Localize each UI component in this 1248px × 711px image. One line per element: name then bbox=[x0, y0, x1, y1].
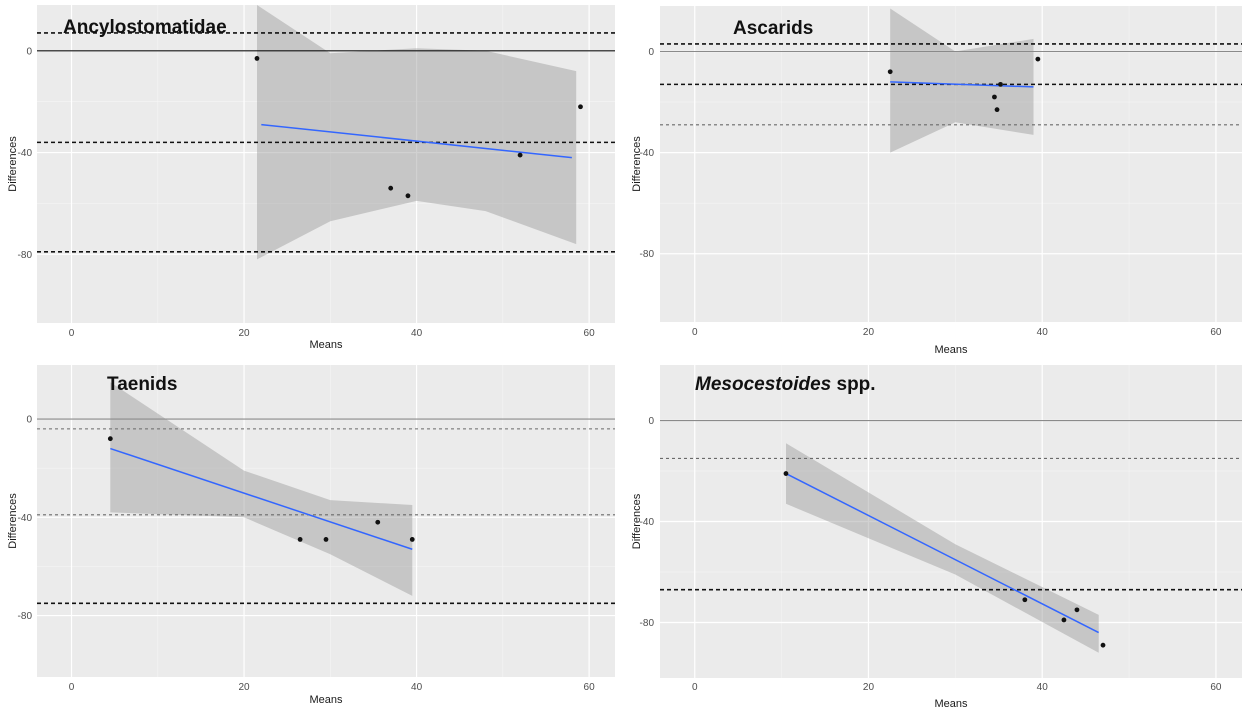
y-tick-label: -40 bbox=[18, 513, 33, 524]
data-point bbox=[388, 185, 394, 191]
fit-line bbox=[785, 472, 1100, 634]
data-point bbox=[254, 56, 260, 61]
panel-title: Ancylostomatidae bbox=[63, 17, 227, 38]
y-axis-title: Differences bbox=[631, 136, 643, 192]
y-tick-label: 0 bbox=[26, 46, 32, 57]
y-tick-label: -80 bbox=[640, 249, 655, 260]
data-point bbox=[375, 519, 381, 525]
panel-1: 0 20 40 60 0 -40 -80 Means Differences Ancylostom… bbox=[7, 5, 615, 351]
x-tick-label: 20 bbox=[863, 327, 875, 338]
data-point bbox=[1022, 597, 1028, 603]
x-tick-label: 40 bbox=[1037, 682, 1049, 693]
data-point bbox=[409, 537, 415, 542]
x-tick-label: 60 bbox=[584, 682, 596, 693]
y-tick-label: -80 bbox=[640, 618, 655, 629]
x-tick-label: 20 bbox=[238, 328, 250, 339]
x-tick-label: 40 bbox=[411, 682, 423, 693]
data-point bbox=[405, 193, 411, 199]
y-axis-title: Differences bbox=[7, 136, 19, 192]
plot-area bbox=[37, 5, 615, 323]
fit-line bbox=[261, 123, 572, 159]
plot-area bbox=[660, 365, 1242, 678]
fit-line bbox=[890, 81, 1034, 88]
panel-4: 0 20 40 60 0 -40 -80 Means Differences Mesocestoi… bbox=[631, 365, 1242, 710]
fit-line bbox=[110, 447, 413, 550]
panel-title: Ascarids bbox=[733, 18, 813, 39]
panel-title: Taenids bbox=[107, 374, 177, 395]
data-point bbox=[1035, 56, 1041, 62]
x-tick-label: 0 bbox=[69, 682, 75, 693]
plot-area bbox=[660, 6, 1242, 322]
data-point bbox=[1100, 642, 1106, 648]
data-point bbox=[323, 537, 329, 542]
x-tick-label: 0 bbox=[692, 682, 698, 693]
y-tick-label: -40 bbox=[18, 148, 33, 159]
x-axis-title: Means bbox=[309, 694, 343, 706]
x-tick-label: 40 bbox=[1037, 327, 1049, 338]
data-point bbox=[297, 537, 303, 542]
data-point bbox=[998, 81, 1003, 87]
confidence-band bbox=[110, 382, 413, 596]
y-tick-label: -80 bbox=[18, 611, 33, 622]
y-tick-label: -80 bbox=[18, 250, 33, 261]
data-point bbox=[783, 471, 789, 476]
confidence-band bbox=[257, 5, 577, 260]
x-tick-label: 60 bbox=[584, 328, 596, 339]
data-point bbox=[517, 152, 523, 158]
x-axis-title: Means bbox=[934, 344, 968, 356]
plot-area bbox=[37, 365, 615, 677]
x-axis-title: Means bbox=[934, 698, 968, 710]
x-tick-label: 20 bbox=[863, 682, 875, 693]
y-tick-label: 0 bbox=[648, 47, 654, 58]
panel-title: Mesocestoides spp. bbox=[695, 374, 876, 395]
data-point bbox=[1061, 617, 1067, 623]
data-point bbox=[887, 69, 893, 75]
data-point bbox=[1074, 607, 1080, 613]
y-tick-label: -40 bbox=[640, 148, 655, 159]
x-tick-label: 60 bbox=[1210, 682, 1222, 693]
x-tick-label: 0 bbox=[69, 328, 75, 339]
x-tick-label: 20 bbox=[238, 682, 250, 693]
x-tick-label: 60 bbox=[1210, 327, 1222, 338]
x-tick-label: 40 bbox=[411, 328, 423, 339]
data-point bbox=[994, 107, 1000, 113]
panel-2: 0 20 40 60 0 -40 -80 Means Differences Ascarids bbox=[631, 6, 1242, 356]
y-tick-label: 0 bbox=[648, 416, 654, 427]
panel-3: 0 20 40 60 0 -40 -80 Means Differences Taenids bbox=[7, 365, 615, 706]
panel-title-suffix: spp. bbox=[831, 374, 875, 395]
data-point bbox=[578, 104, 583, 110]
panel-background bbox=[660, 6, 1242, 322]
y-tick-label: 0 bbox=[26, 415, 32, 426]
y-axis-title: Differences bbox=[631, 493, 643, 549]
y-axis-title: Differences bbox=[7, 493, 19, 549]
data-point bbox=[107, 436, 113, 442]
x-tick-label: 0 bbox=[692, 327, 698, 338]
y-tick-label: -40 bbox=[640, 517, 655, 528]
x-axis-title: Means bbox=[309, 339, 343, 351]
panel-background bbox=[37, 5, 615, 323]
confidence-band bbox=[786, 443, 1099, 653]
data-point bbox=[992, 94, 997, 100]
panel-title-italic: Mesocestoides bbox=[695, 374, 831, 395]
